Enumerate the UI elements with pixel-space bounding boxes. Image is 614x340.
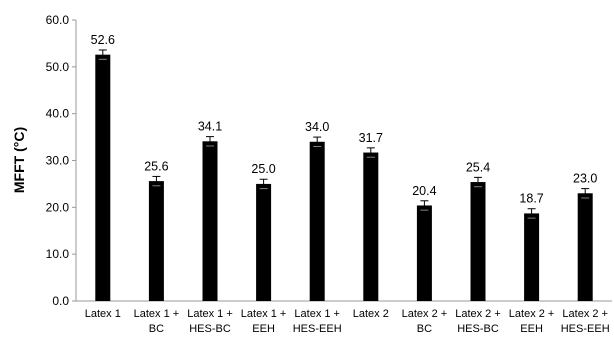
category-label: Latex 1 + HES-BC — [187, 308, 233, 335]
bars — [95, 54, 593, 302]
category-label-line: EEH — [252, 323, 275, 335]
data-label: 34.1 — [198, 120, 222, 134]
bar — [524, 213, 540, 301]
bar — [95, 54, 111, 302]
y-tick-label: 30.0 — [46, 154, 70, 168]
bar — [256, 183, 272, 301]
bar — [363, 152, 379, 301]
y-tick-label: 0.0 — [52, 294, 69, 308]
category-label: Latex 1 + EEH — [241, 308, 287, 335]
category-label-line: Latex 2 — [353, 308, 389, 320]
y-tick-label: 60.0 — [46, 13, 70, 27]
category-label-line: Latex 1 + — [241, 308, 287, 320]
category-label-line: Latex 2 + — [455, 308, 501, 320]
category-label-line: Latex 1 + — [134, 308, 180, 320]
data-label: 25.4 — [466, 160, 490, 174]
category-label-line: HES-BC — [457, 323, 499, 335]
category-label-line: BC — [149, 323, 164, 335]
y-tick-labels: 0.0 10.0 20.0 30.0 40.0 50.0 60.0 — [46, 13, 70, 308]
data-label: 23.0 — [573, 172, 597, 186]
bar — [309, 141, 325, 301]
error-bars — [98, 49, 590, 219]
category-label-line: Latex 2 + — [562, 308, 608, 320]
category-label-line: HES-EEH — [561, 323, 610, 335]
category-label: Latex 1 + HES-EEH — [293, 308, 342, 335]
data-label: 31.7 — [359, 131, 383, 145]
data-label: 52.6 — [91, 33, 115, 47]
category-label-line: Latex 1 — [85, 308, 121, 320]
category-label-line: BC — [417, 323, 432, 335]
bar — [577, 193, 593, 301]
category-label: Latex 2 + HES-EEH — [561, 308, 610, 335]
category-label-line: HES-BC — [189, 323, 231, 335]
category-label-line: Latex 1 + — [294, 308, 340, 320]
category-label: Latex 2 + HES-BC — [455, 308, 501, 335]
category-label-line: HES-EEH — [293, 323, 342, 335]
data-label: 25.6 — [144, 159, 168, 173]
y-axis-title: MFFT (°C) — [11, 127, 27, 193]
y-tick-label: 20.0 — [46, 200, 70, 214]
data-label: 20.4 — [412, 184, 436, 198]
bar — [148, 181, 164, 301]
axes — [72, 19, 612, 302]
y-tick-label: 10.0 — [46, 247, 70, 261]
bar — [416, 205, 432, 301]
category-label: Latex 1 + BC — [134, 308, 180, 335]
bar — [202, 141, 218, 301]
data-labels: 52.6 25.6 34.1 25.0 34.0 31.7 20.4 25.4 18.7 23.0 — [91, 33, 598, 206]
data-label: 18.7 — [519, 192, 543, 206]
category-label: Latex 2 + EEH — [509, 308, 555, 335]
category-label: Latex 1 — [85, 308, 121, 320]
category-label-line: Latex 2 + — [509, 308, 555, 320]
category-label: Latex 2 — [353, 308, 389, 320]
category-label-line: Latex 2 + — [402, 308, 448, 320]
data-label: 34.0 — [305, 120, 329, 134]
category-label-line: Latex 1 + — [187, 308, 233, 320]
y-tick-label: 50.0 — [46, 60, 70, 74]
data-label: 25.0 — [251, 162, 275, 176]
category-label-line: EEH — [520, 323, 543, 335]
category-label: Latex 2 + BC — [402, 308, 448, 335]
y-tick-label: 40.0 — [46, 107, 70, 121]
bar — [470, 182, 486, 301]
